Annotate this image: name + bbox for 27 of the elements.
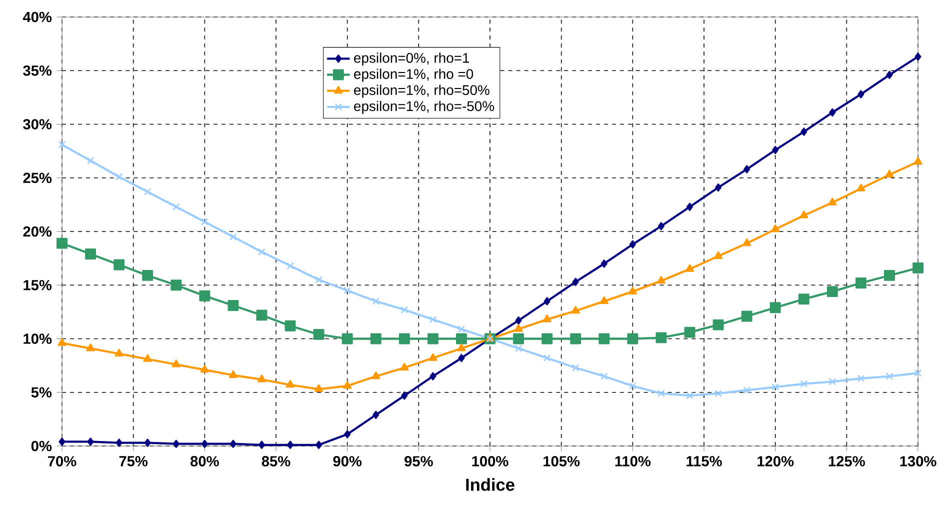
x-tick-label: 105% (544, 456, 580, 466)
legend-label: epsilon=0%, rho=1 (354, 52, 470, 66)
x-tick-label: 90% (333, 456, 362, 466)
y-tick-label: 35% (23, 65, 52, 76)
y-tick-label: 30% (23, 119, 52, 130)
y-tick-label: 15% (24, 280, 52, 290)
y-tick-label: 25% (23, 172, 52, 184)
y-tick-label: 40% (22, 12, 52, 22)
x-tick-label: 130% (900, 456, 936, 466)
x-tick-label: 125% (828, 456, 865, 466)
y-tick-label: 5% (31, 387, 52, 398)
x-tick-label: 110% (615, 456, 651, 466)
legend-label: epsilon=1%, rho=-50% (354, 100, 494, 114)
x-tick-label: 100% (472, 456, 508, 466)
y-tick-label: 0% (31, 440, 52, 452)
x-tick-label: 85% (262, 456, 290, 466)
x-axis-title: Indice (466, 478, 514, 491)
x-tick-label: 75% (119, 456, 148, 466)
x-tick-label: 95% (404, 456, 433, 466)
x-tick-label: 80% (190, 456, 219, 466)
x-tick-label: 120% (758, 456, 794, 466)
x-tick-label: 70% (48, 456, 76, 466)
y-tick-label: 20% (23, 226, 52, 237)
legend-label: epsilon=1%, rho =0 (354, 68, 474, 82)
y-tick-label: 10% (24, 334, 52, 344)
legend-label: epsilon=1%, rho=50% (354, 84, 490, 98)
x-tick-label: 115% (686, 456, 722, 466)
